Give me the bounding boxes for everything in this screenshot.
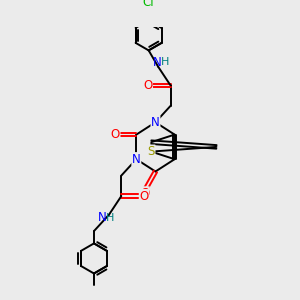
Text: O: O xyxy=(140,190,148,202)
Text: S: S xyxy=(148,145,155,158)
Text: H: H xyxy=(161,57,169,67)
Text: O: O xyxy=(143,79,152,92)
Text: N: N xyxy=(151,116,160,129)
Text: N: N xyxy=(152,56,161,69)
Text: N: N xyxy=(98,212,106,224)
Text: O: O xyxy=(140,187,149,200)
Text: O: O xyxy=(111,128,120,141)
Text: H: H xyxy=(106,213,115,223)
Text: Cl: Cl xyxy=(143,0,154,9)
Text: N: N xyxy=(132,153,141,166)
